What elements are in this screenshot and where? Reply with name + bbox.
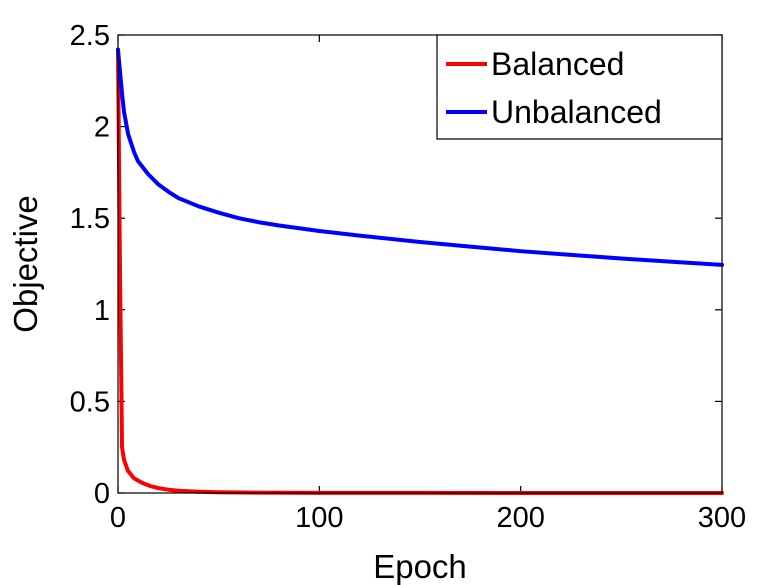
legend: Balanced Unbalanced: [436, 34, 723, 140]
y-tick-label: 1: [94, 295, 110, 327]
x-tick-label: 300: [698, 502, 746, 534]
x-axis-label: Epoch: [373, 548, 467, 585]
y-tick-label: 2: [94, 112, 110, 144]
y-axis-label: Objective: [7, 195, 44, 333]
y-tick-label: 0.5: [70, 386, 110, 418]
y-tick-label: 0: [94, 478, 110, 510]
y-tick-label: 2.5: [70, 20, 110, 52]
x-tick-label: 100: [295, 502, 343, 534]
legend-label-unbalanced: Unbalanced: [491, 94, 662, 130]
x-tick-label: 200: [496, 502, 544, 534]
x-tick-labels: 0 100 200 300: [110, 502, 746, 534]
plot-frame: [117, 34, 723, 494]
y-tick-label: 1.5: [70, 203, 110, 235]
series-line-unbalanced: [116, 47, 724, 267]
legend-box: [436, 34, 723, 140]
x-tick-label: 0: [110, 502, 126, 534]
y-tick-labels: 0 0.5 1 1.5 2 2.5: [70, 20, 110, 510]
legend-label-balanced: Balanced: [491, 46, 624, 82]
